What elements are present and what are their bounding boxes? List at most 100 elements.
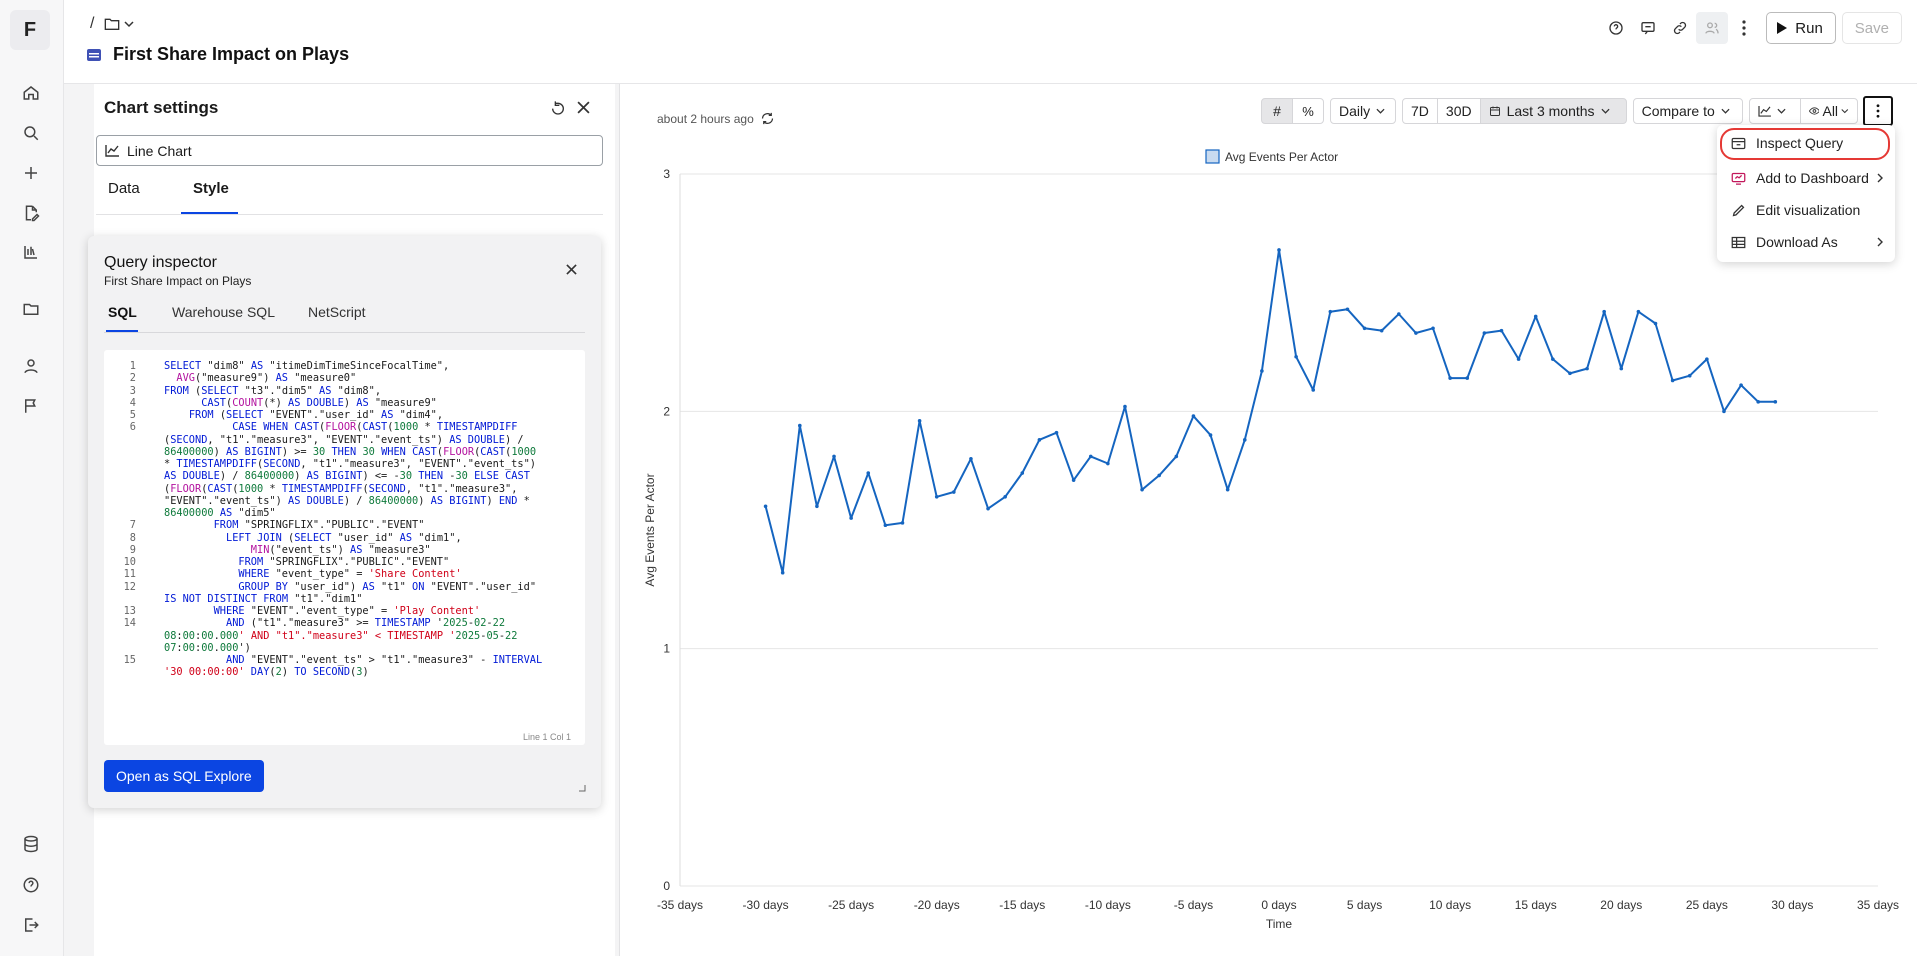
close-icon[interactable] (566, 264, 577, 275)
line-chart-icon (105, 144, 119, 157)
data-point (1328, 309, 1333, 314)
more-vertical-icon[interactable] (1728, 12, 1760, 44)
code-line-number: 11 (123, 568, 136, 581)
run-button[interactable]: Run (1766, 12, 1836, 44)
menu-item-add-to-dashboard[interactable]: Add to Dashboard (1717, 163, 1895, 193)
home-icon[interactable] (17, 79, 45, 107)
data-point (934, 494, 939, 499)
visibility-label: All (1822, 103, 1839, 119)
folder-icon[interactable] (17, 295, 45, 323)
link-icon[interactable] (1664, 12, 1696, 44)
tab-data[interactable]: Data (108, 180, 140, 197)
hash-icon: # (1273, 103, 1281, 119)
y-tick-label: 2 (663, 404, 670, 418)
data-point (1397, 312, 1401, 316)
save-button[interactable]: Save (1841, 12, 1902, 44)
visibility-select[interactable]: All (1799, 98, 1858, 124)
menu-item-edit-visualization[interactable]: Edit visualization (1717, 195, 1895, 225)
code-line: 86400000) AS BIGINT) >= 30 THEN 30 WHEN … (164, 445, 537, 458)
tab-sql[interactable]: SQL (108, 304, 137, 320)
resize-handle-icon[interactable] (578, 784, 586, 792)
user-icon[interactable] (17, 352, 45, 380)
x-tick-label: -15 days (999, 898, 1045, 912)
close-icon[interactable] (577, 101, 590, 114)
code-line: WHERE "event_type" = 'Share Content' (238, 568, 462, 581)
sql-code-editor[interactable]: 1 SELECT "dim8" AS "itimeDimTimeSinceFoca… (104, 350, 585, 745)
series-line (764, 248, 1776, 574)
code-line-number: 3 (129, 384, 136, 397)
data-point (1242, 438, 1247, 442)
tab-netscript[interactable]: NetScript (308, 304, 366, 320)
code-line-number: 7 (129, 519, 136, 532)
data-point (1431, 326, 1435, 331)
share-users-icon[interactable] (1696, 12, 1729, 44)
data-point (1687, 373, 1692, 378)
settings-title: Chart settings (104, 98, 219, 117)
reset-icon[interactable] (550, 100, 566, 116)
comment-icon[interactable] (1632, 12, 1664, 44)
file-edit-icon[interactable] (17, 199, 45, 227)
x-tick-label: 0 days (1261, 898, 1296, 912)
refresh-icon[interactable] (760, 111, 775, 126)
code-line: 08:00:00.000' AND "t1"."measure3" < TIME… (164, 629, 518, 642)
date-range-select[interactable]: Last 3 months (1479, 98, 1627, 124)
x-tick-label: 5 days (1347, 898, 1382, 912)
data-point (1568, 371, 1572, 376)
code-line: "EVENT"."event_ts") AS DOUBLE) / 8640000… (164, 494, 530, 507)
logout-icon[interactable] (17, 911, 45, 939)
tab-divider (96, 214, 603, 215)
tab-warehouse-sql[interactable]: Warehouse SQL (172, 304, 275, 320)
code-line: CAST(COUNT(*) AS DOUBLE) AS "measure9" (201, 396, 437, 409)
help-icon[interactable] (1600, 12, 1632, 44)
data-point (780, 570, 785, 575)
data-point (1465, 376, 1470, 380)
x-tick-label: -10 days (1085, 898, 1131, 912)
x-tick-label: -30 days (743, 898, 789, 912)
data-point (1088, 454, 1093, 459)
app-logo[interactable]: F (10, 10, 50, 50)
header-divider (64, 83, 1917, 84)
code-line: LEFT JOIN (SELECT "user_id" AS "dim1", (226, 531, 462, 544)
library-icon[interactable] (17, 238, 45, 266)
data-point (1516, 357, 1521, 361)
menu-item-inspect-query[interactable]: Inspect Query (1717, 128, 1895, 158)
tab-style[interactable]: Style (193, 180, 229, 197)
search-icon[interactable] (17, 119, 45, 147)
range-7d-button[interactable]: 7D (1402, 98, 1438, 124)
menu-item-download-as[interactable]: Download As (1717, 227, 1895, 257)
data-point (1636, 309, 1641, 314)
range-30d-button[interactable]: 30D (1436, 98, 1481, 124)
chart-style-select[interactable] (1748, 98, 1801, 124)
database-icon[interactable] (17, 830, 45, 858)
code-line: '30 00:00:00' DAY(2) TO SECOND(3) (164, 666, 369, 679)
number-format-button[interactable]: # (1261, 98, 1293, 124)
more-options-menu: Inspect Query Add to Dashboard Edit visu… (1717, 125, 1895, 262)
percent-button[interactable]: % (1292, 98, 1324, 124)
data-point (815, 504, 819, 509)
data-point (798, 423, 802, 428)
chart-type-select[interactable]: Line Chart (96, 135, 603, 166)
compare-select[interactable]: Compare to (1632, 98, 1743, 124)
x-tick-label: 15 days (1515, 898, 1557, 912)
active-tab-indicator (181, 212, 238, 214)
data-point (1157, 473, 1161, 478)
code-line-number: 5 (129, 409, 136, 421)
y-tick-label: 3 (663, 167, 670, 181)
chevron-down-icon (1376, 108, 1385, 114)
data-point (1739, 383, 1743, 388)
help-icon[interactable] (17, 871, 45, 899)
more-options-button[interactable] (1862, 96, 1893, 126)
plus-icon[interactable] (17, 159, 45, 187)
folder-icon[interactable] (104, 17, 134, 31)
data-point (832, 454, 836, 459)
granularity-select[interactable]: Daily (1330, 98, 1396, 124)
last-updated-text: about 2 hours ago (657, 112, 754, 126)
flag-icon[interactable] (17, 392, 45, 420)
chevron-right-icon (1877, 173, 1883, 183)
open-sql-explore-button[interactable]: Open as SQL Explore (104, 760, 264, 792)
page-title[interactable]: First Share Impact on Plays (113, 44, 350, 64)
code-line: (SECOND, "t1"."measure3", "EVENT"."event… (164, 433, 524, 446)
data-point (1191, 414, 1196, 418)
chevron-down-icon (1777, 108, 1786, 114)
x-tick-label: -5 days (1174, 898, 1213, 912)
